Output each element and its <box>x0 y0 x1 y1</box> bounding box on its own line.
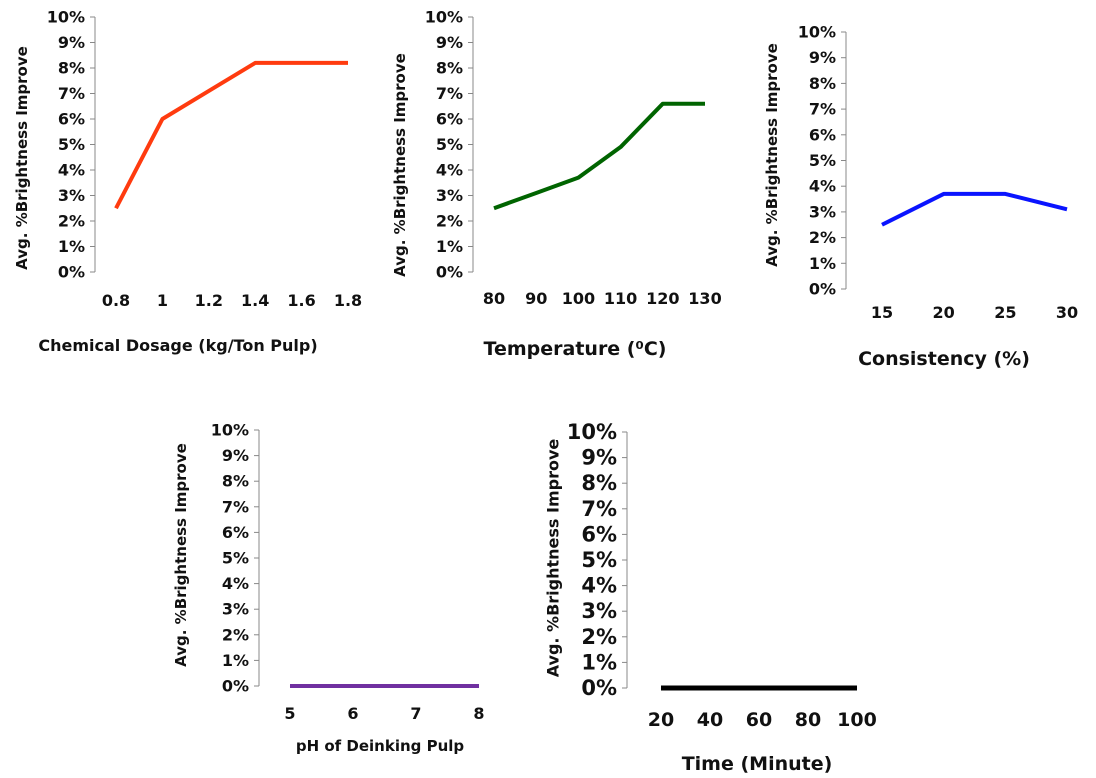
y-tick-label: 10% <box>47 8 85 27</box>
series-line-1 <box>493 101 705 211</box>
y-tick-label: 5% <box>58 135 85 154</box>
x-tick-label: 30 <box>1056 303 1078 322</box>
y-tick-label: 2% <box>58 212 85 231</box>
chart-5: 0%1%2%3%4%5%6%7%8%9%10% 20 40 60 80 100 Avg. %… <box>544 420 877 775</box>
y-tick-label: 7% <box>581 497 617 521</box>
y-tick-label: 9% <box>581 446 617 470</box>
y-axis-title: Avg. %Brightness Improve <box>13 46 31 270</box>
x-tick-label: 1.6 <box>287 291 315 310</box>
y-tick-label: 0% <box>809 280 836 299</box>
y-tick-label: 8% <box>581 471 617 495</box>
y-tick-label: 3% <box>222 600 249 619</box>
y-axis-title: Avg. %Brightness Improve <box>763 43 781 267</box>
x-tick-label: 120 <box>646 289 679 308</box>
x-axis-title: Consistency (%) <box>858 348 1030 370</box>
y-tick-label: 7% <box>809 100 836 119</box>
y-tick-label: 8% <box>809 74 836 93</box>
x-axis-title: Temperature (⁰C) <box>484 338 667 360</box>
x-tick-label: 40 <box>697 709 723 731</box>
y-tick-label: 1% <box>58 237 85 256</box>
y-tick-label: 8% <box>436 59 463 78</box>
y-tick-label: 2% <box>581 625 617 649</box>
y-tick-label: 1% <box>581 650 617 674</box>
y-axis-title: Avg. %Brightness Improve <box>544 439 563 678</box>
y-axis-title: Avg. %Brightness Improve <box>172 443 190 667</box>
x-axis-title: Time (Minute) <box>682 753 833 775</box>
y-tick-label: 5% <box>222 549 249 568</box>
x-tick-label: 60 <box>746 709 772 731</box>
x-tick-label: 1.8 <box>334 291 362 310</box>
x-tick-label: 100 <box>562 289 595 308</box>
series-line-1 <box>114 60 348 210</box>
series-line-1 <box>881 191 1068 227</box>
x-tick-label: 7 <box>410 704 421 723</box>
y-tick-label: 2% <box>809 228 836 247</box>
y-tick-label: 10% <box>425 8 463 27</box>
chart-2: 0% 1% 2% 3% 4% 5% 6% 7% 8% 9% 10% 80 90 100 110 120 130 A… <box>391 8 722 361</box>
y-tick-label: 6% <box>58 110 85 129</box>
y-tick-label: 6% <box>809 125 836 144</box>
x-tick-label: 130 <box>688 289 721 308</box>
x-tick-label: 20 <box>648 709 674 731</box>
y-tick-label: 8% <box>58 59 85 78</box>
y-tick-label: 6% <box>581 522 617 546</box>
x-tick-label: 25 <box>994 303 1016 322</box>
x-tick-label: 6 <box>347 704 358 723</box>
x-tick-label: 0.8 <box>102 291 130 310</box>
y-axis-title: Avg. %Brightness Improve <box>391 53 409 277</box>
y-tick-label: 0% <box>581 676 617 700</box>
y-tick-label: 1% <box>436 237 463 256</box>
y-tick-label: 4% <box>809 177 836 196</box>
y-tick-label: 3% <box>809 202 836 221</box>
y-tick-label: 2% <box>436 212 463 231</box>
x-axis-title: Chemical Dosage (kg/Ton Pulp) <box>38 336 317 355</box>
y-tick-label: 10% <box>211 421 249 440</box>
y-tick-label: 9% <box>809 48 836 67</box>
y-tick-label: 7% <box>436 84 463 103</box>
y-tick-label: 2% <box>222 625 249 644</box>
x-tick-label: 80 <box>795 709 821 731</box>
y-tick-label: 6% <box>436 110 463 129</box>
y-tick-label: 0% <box>436 263 463 282</box>
y-tick-label: 10% <box>567 420 617 444</box>
y-tick-label: 3% <box>581 599 617 623</box>
y-tick-label: 3% <box>436 186 463 205</box>
y-tick-label: 10% <box>798 23 836 42</box>
y-tick-label: 9% <box>222 446 249 465</box>
x-tick-label: 5 <box>284 704 295 723</box>
x-tick-label: 1.2 <box>195 291 223 310</box>
x-tick-label: 8 <box>473 704 484 723</box>
x-tick-label: 100 <box>837 709 877 731</box>
x-tick-label: 90 <box>525 289 547 308</box>
x-tick-label: 15 <box>871 303 893 322</box>
chart-1: 0% 1% 2% 3% 4% 5% 6% 7% 8% 9% 10% 0.8 1 1.2 1.4 1.6 1.8 A… <box>13 8 362 356</box>
y-tick-label: 1% <box>809 254 836 273</box>
y-tick-label: 9% <box>58 33 85 52</box>
x-axis-title: pH of Deinking Pulp <box>296 737 465 755</box>
chart-3: 0% 1% 2% 3% 4% 5% 6% 7% 8% 9% 10% 15 20 25 30 Avg. %Bri… <box>763 23 1078 371</box>
y-tick-label: 7% <box>58 84 85 103</box>
x-tick-label: 1.4 <box>241 291 269 310</box>
y-tick-label: 4% <box>581 574 617 598</box>
y-tick-label: 6% <box>222 523 249 542</box>
x-tick-label: 110 <box>604 289 637 308</box>
y-tick-label: 8% <box>222 472 249 491</box>
y-tick-label: 3% <box>58 186 85 205</box>
y-tick-label: 0% <box>222 677 249 696</box>
x-tick-label: 1 <box>157 291 168 310</box>
y-tick-label: 4% <box>222 574 249 593</box>
y-tick-label: 5% <box>809 151 836 170</box>
y-tick-label: 7% <box>222 497 249 516</box>
y-tick-label: 5% <box>436 135 463 154</box>
y-tick-label: 1% <box>222 651 249 670</box>
y-tick-label: 5% <box>581 548 617 572</box>
y-tick-label: 0% <box>58 263 85 282</box>
x-tick-label: 20 <box>933 303 955 322</box>
y-tick-label: 4% <box>58 161 85 180</box>
chart-4: 0% 1% 2% 3% 4% 5% 6% 7% 8% 9% 10% 5 6 7 8 Avg. %Brightn… <box>172 421 485 756</box>
y-tick-label: 9% <box>436 33 463 52</box>
y-tick-label: 4% <box>436 161 463 180</box>
x-tick-label: 80 <box>483 289 505 308</box>
